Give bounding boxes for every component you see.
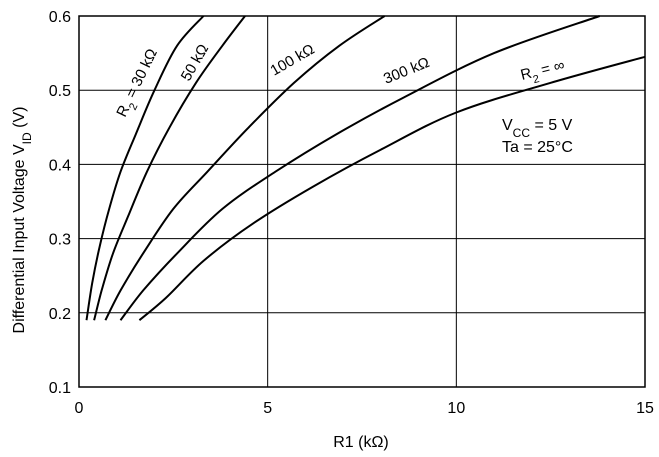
x-tick-label: 15 xyxy=(636,400,654,417)
x-tick-label: 0 xyxy=(75,400,84,417)
series-label-2: 50 kΩ xyxy=(178,41,213,84)
x-tick-label: 10 xyxy=(447,400,465,417)
series-line-3 xyxy=(104,15,386,321)
x-tick-labels: 0 5 10 15 xyxy=(75,400,654,417)
plot-frame xyxy=(78,15,646,388)
series-label-3: 100 kΩ xyxy=(268,41,318,80)
y-tick-label: 0.5 xyxy=(49,83,71,100)
y-axis-label: Differential Input Voltage VID (V) xyxy=(11,107,34,334)
grid-lines xyxy=(79,16,645,387)
series-label-4: 300 kΩ xyxy=(381,54,432,88)
y-tick-label: 0.3 xyxy=(49,232,71,249)
series-line-2 xyxy=(93,15,246,321)
conditions-annotation: VCC = 5 V Ta = 25°C xyxy=(502,117,573,156)
ta-condition: Ta = 25°C xyxy=(502,139,573,156)
x-tick-label: 5 xyxy=(263,400,272,417)
vcc-condition: VCC = 5 V xyxy=(502,117,573,140)
series-line-5 xyxy=(138,55,646,321)
y-tick-label: 0.4 xyxy=(49,157,71,174)
y-tick-label: 0.2 xyxy=(49,306,71,323)
curve-labels: R2 = 30 kΩ 50 kΩ 100 kΩ 300 kΩ R2 = ∞ xyxy=(113,41,568,120)
series-line-1 xyxy=(85,15,205,321)
x-axis-label: R1 (kΩ) xyxy=(333,434,389,451)
curves xyxy=(85,15,646,321)
y-tick-labels: 0.1 0.2 0.3 0.4 0.5 0.6 xyxy=(49,9,71,397)
y-tick-label: 0.1 xyxy=(49,380,71,397)
series-label-5: R2 = ∞ xyxy=(519,56,568,88)
y-tick-label: 0.6 xyxy=(49,9,71,26)
series-line-4 xyxy=(119,15,601,321)
